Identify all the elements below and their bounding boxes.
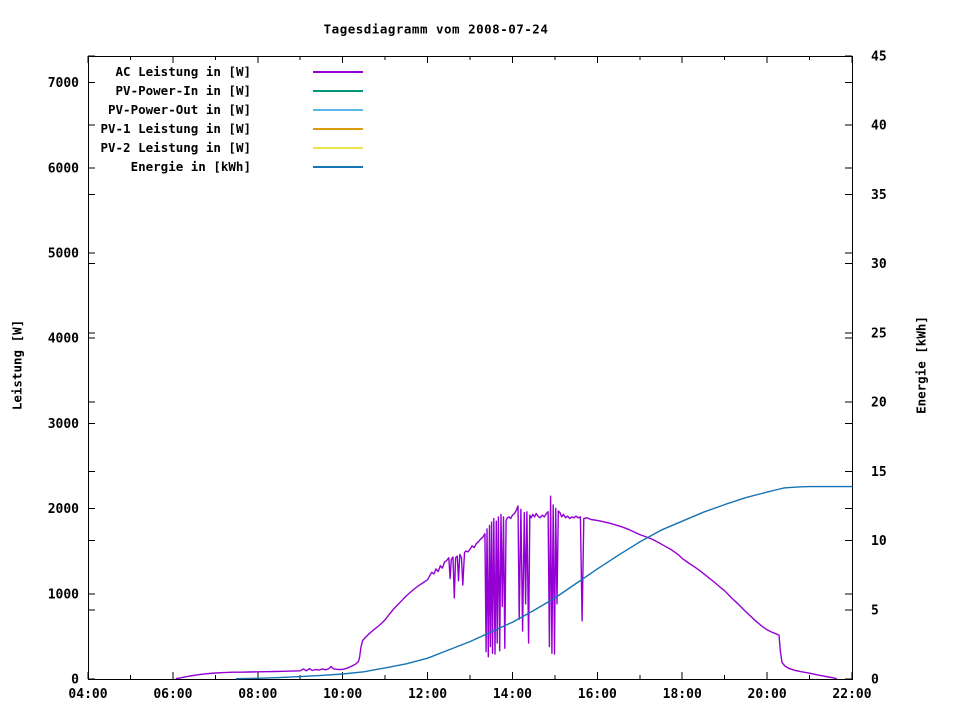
y-right-tick-label: 5 (871, 603, 879, 618)
x-tick-label: 20:00 (748, 687, 787, 702)
y-left-tick-label: 3000 (48, 417, 79, 432)
chart-title: Tagesdiagramm vom 2008-07-24 (323, 21, 549, 37)
x-tick-label: 18:00 (663, 687, 702, 702)
x-tick-label: 22:00 (832, 687, 871, 702)
y-left-tick-label: 6000 (48, 161, 79, 176)
y-left-tick-label: 4000 (48, 332, 79, 347)
x-tick-label: 06:00 (153, 687, 192, 702)
y-left-tick-label: 2000 (48, 502, 79, 517)
y-right-tick-label: 40 (871, 119, 887, 134)
y-right-tick-label: 10 (871, 534, 887, 549)
x-tick-label: 12:00 (408, 687, 447, 702)
x-tick-label: 10:00 (323, 687, 362, 702)
y-right-tick-label: 20 (871, 396, 887, 411)
y-right-tick-label: 15 (871, 465, 887, 480)
series-curve-ac-leistung-in-w (175, 495, 837, 680)
legend-label: PV-1 Leistung in [W] (100, 121, 251, 136)
x-tick-label: 14:00 (493, 687, 532, 702)
legend-label: PV-Power-In in [W] (116, 83, 251, 98)
y-left-tick-label: 1000 (48, 587, 79, 602)
y-left-tick-label: 7000 (48, 76, 79, 91)
x-tick-label: 16:00 (578, 687, 617, 702)
y-right-tick-label: 35 (871, 188, 887, 203)
y-left-tick-label: 5000 (48, 246, 79, 261)
y-right-tick-label: 25 (871, 326, 887, 341)
legend-label: AC Leistung in [W] (116, 64, 251, 79)
y-right-tick-label: 45 (871, 50, 887, 65)
y-left-tick-label: 0 (71, 673, 79, 688)
legend-label: Energie in [kWh] (131, 159, 251, 174)
x-tick-label: 08:00 (238, 687, 277, 702)
y-right-tick-label: 30 (871, 257, 887, 272)
legend-label: PV-2 Leistung in [W] (100, 140, 251, 155)
y-right-tick-label: 0 (871, 673, 879, 688)
legend-label: PV-Power-Out in [W] (108, 102, 251, 117)
series-curve-energie-in-kwh (235, 485, 853, 680)
x-tick-label: 04:00 (68, 687, 107, 702)
